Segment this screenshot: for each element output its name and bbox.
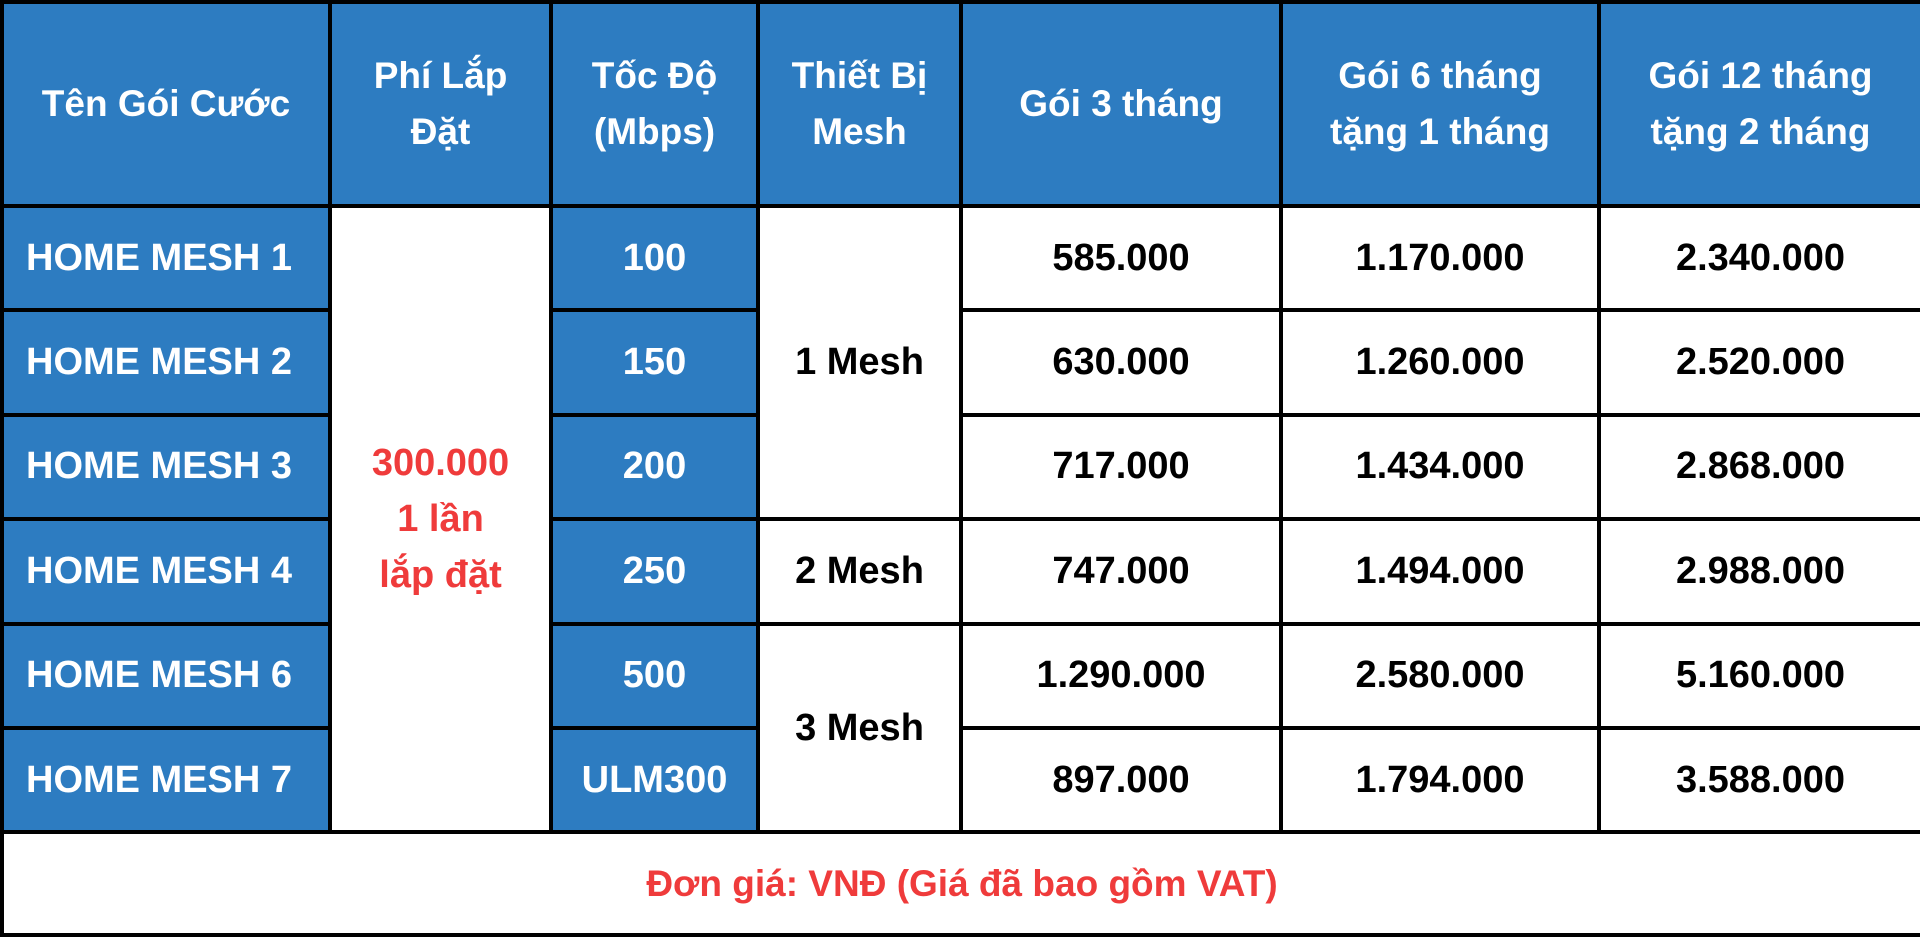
header-package-name: Tên Gói Cước (0, 0, 332, 208)
package-name: HOME MESH 1 (0, 203, 332, 313)
table-row: HOME MESH 3 200 717.000 1.434.000 2.868.… (0, 412, 1920, 522)
package-name: HOME MESH 6 (0, 621, 332, 731)
price-3-month: 1.290.000 (959, 621, 1283, 731)
price-6-month: 1.434.000 (1279, 412, 1601, 522)
table-row: HOME MESH 7 ULM300 897.000 1.794.000 3.5… (0, 726, 1920, 835)
price-3-month: 897.000 (959, 726, 1283, 835)
speed-cell: 250 (549, 517, 760, 626)
table-row: HOME MESH 1 300.000 1 lần lắp đặt 100 1 Me… (0, 203, 1920, 835)
mesh-device-cell: 1 Mesh (756, 203, 963, 522)
header-6-month: Gói 6 tháng tặng 1 tháng (1279, 0, 1601, 208)
package-name: HOME MESH 7 (0, 726, 332, 835)
mesh-device-cell: 3 Mesh (756, 621, 963, 835)
price-6-month: 1.494.000 (1279, 517, 1601, 626)
price-12-month: 2.520.000 (1597, 308, 1920, 417)
price-3-month: 717.000 (959, 412, 1283, 522)
table-row: HOME MESH 4 250 2 Mesh 747.000 1.494.000… (0, 517, 1920, 626)
header-mesh-device: Thiết Bị Mesh (756, 0, 963, 208)
price-6-month: 1.794.000 (1279, 726, 1601, 835)
header-install-fee: Phí Lắp Đặt (328, 0, 553, 208)
table-row: HOME MESH 2 150 630.000 1.260.000 2.520.… (0, 308, 1920, 417)
price-12-month: 2.868.000 (1597, 412, 1920, 522)
price-12-month: 5.160.000 (1597, 621, 1920, 731)
footer-row: Đơn giá: VNĐ (Giá đã bao gồm VAT) (0, 830, 1920, 937)
price-6-month: 2.580.000 (1279, 621, 1601, 731)
package-name: HOME MESH 3 (0, 412, 332, 522)
price-3-month: 747.000 (959, 517, 1283, 626)
speed-cell: 150 (549, 308, 760, 417)
price-unit-note: Đơn giá: VNĐ (Giá đã bao gồm VAT) (0, 830, 1920, 937)
speed-cell: 500 (549, 621, 760, 731)
price-12-month: 3.588.000 (1597, 726, 1920, 835)
package-name: HOME MESH 4 (0, 517, 332, 626)
header-12-month: Gói 12 tháng tặng 2 tháng (1597, 0, 1920, 208)
price-3-month: 585.000 (959, 203, 1283, 313)
price-3-month: 630.000 (959, 308, 1283, 417)
header-speed: Tốc Độ (Mbps) (549, 0, 760, 208)
install-fee-cell: 300.000 1 lần lắp đặt (328, 203, 553, 835)
table-row: HOME MESH 6 500 3 Mesh 1.290.000 2.580.0… (0, 621, 1920, 835)
package-name: HOME MESH 2 (0, 308, 332, 417)
header-3-month: Gói 3 tháng (959, 0, 1283, 208)
price-6-month: 1.170.000 (1279, 203, 1601, 313)
speed-cell: ULM300 (549, 726, 760, 835)
mesh-device-cell: 2 Mesh (756, 517, 963, 626)
header-row: Tên Gói Cước Phí Lắp Đặt Tốc Độ (Mbps) Thi… (0, 0, 1920, 208)
price-6-month: 1.260.000 (1279, 308, 1601, 417)
price-12-month: 2.340.000 (1597, 203, 1920, 313)
price-12-month: 2.988.000 (1597, 517, 1920, 626)
speed-cell: 100 (549, 203, 760, 313)
speed-cell: 200 (549, 412, 760, 522)
